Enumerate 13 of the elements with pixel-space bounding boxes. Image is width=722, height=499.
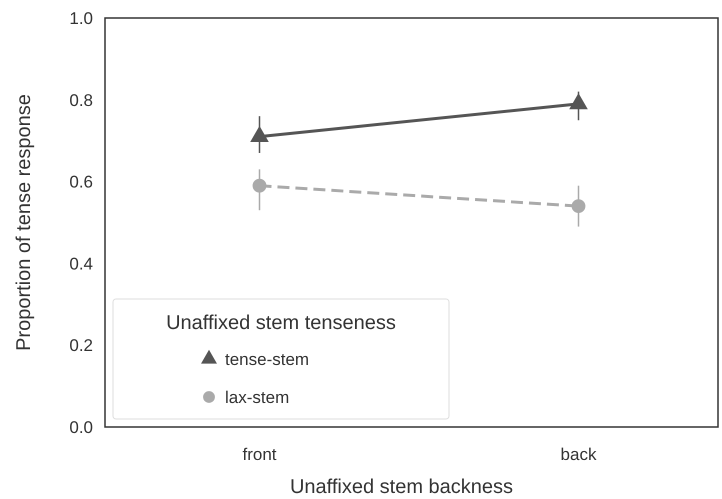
legend-title: Unaffixed stem tenseness (166, 312, 396, 334)
y-tick-label: 0.8 (69, 90, 93, 110)
y-axis-title: Proportion of tense response (13, 94, 35, 351)
y-tick-label: 0.0 (69, 418, 93, 437)
y-tick-label: 0.2 (69, 336, 93, 356)
legend-label: tense-stem (225, 350, 310, 369)
y-tick-label: 0.6 (69, 172, 93, 192)
x-tick-label: back (560, 445, 597, 464)
x-axis-title: Unaffixed stem backness (290, 476, 514, 498)
legend-label: lax-stem (225, 388, 290, 407)
x-tick-label: front (242, 445, 277, 464)
y-tick-label: 0.4 (69, 254, 93, 274)
y-tick-label: 1.0 (69, 8, 93, 28)
